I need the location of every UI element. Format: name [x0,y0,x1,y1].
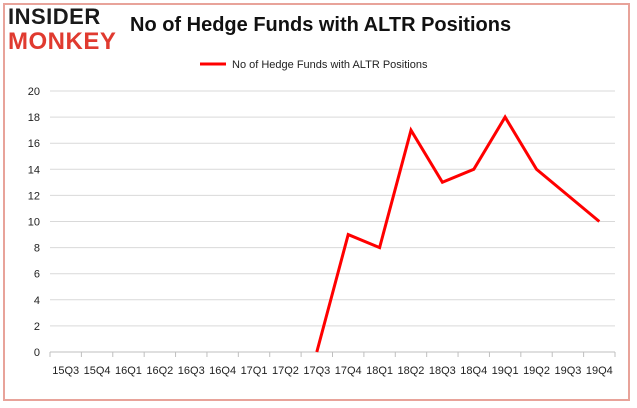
legend-label: No of Hedge Funds with ALTR Positions [232,59,428,71]
x-tick-label: 16Q3 [178,365,205,377]
y-tick-label: 20 [28,86,40,98]
y-tick-label: 10 [28,217,40,229]
x-tick-label: 18Q3 [429,365,456,377]
x-tick-label: 15Q3 [52,365,79,377]
y-tick-label: 6 [34,269,40,281]
y-tick-label: 18 [28,112,40,124]
y-tick-label: 14 [28,164,40,176]
x-tick-label: 19Q1 [492,365,519,377]
y-tick-label: 8 [34,243,40,255]
logo-top-text: INSIDER [8,4,101,29]
y-tick-label: 16 [28,138,40,150]
x-tick-label: 17Q4 [335,365,362,377]
x-tick-label: 18Q1 [366,365,393,377]
x-tick-label: 17Q3 [303,365,330,377]
y-tick-label: 12 [28,190,40,202]
x-tick-label: 19Q3 [554,365,581,377]
y-tick-label: 0 [34,347,40,359]
x-tick-label: 18Q2 [398,365,425,377]
x-tick-label: 17Q2 [272,365,299,377]
x-tick-label: 19Q2 [523,365,550,377]
x-tick-label: 16Q1 [115,365,142,377]
x-tick-label: 15Q4 [84,365,111,377]
x-tick-label: 18Q4 [460,365,487,377]
y-tick-label: 4 [34,295,40,307]
logo-bottom-text: MONKEY [8,28,117,55]
chart-frame [3,3,630,401]
y-tick-label: 2 [34,321,40,333]
insider-monkey-logo: INSIDER MONKEY [8,6,120,54]
x-tick-label: 16Q2 [146,365,173,377]
x-tick-label: 19Q4 [586,365,613,377]
x-tick-label: 17Q1 [241,365,268,377]
chart-title: No of Hedge Funds with ALTR Positions [130,14,512,36]
series-line-0 [315,114,601,353]
x-tick-label: 16Q4 [209,365,236,377]
